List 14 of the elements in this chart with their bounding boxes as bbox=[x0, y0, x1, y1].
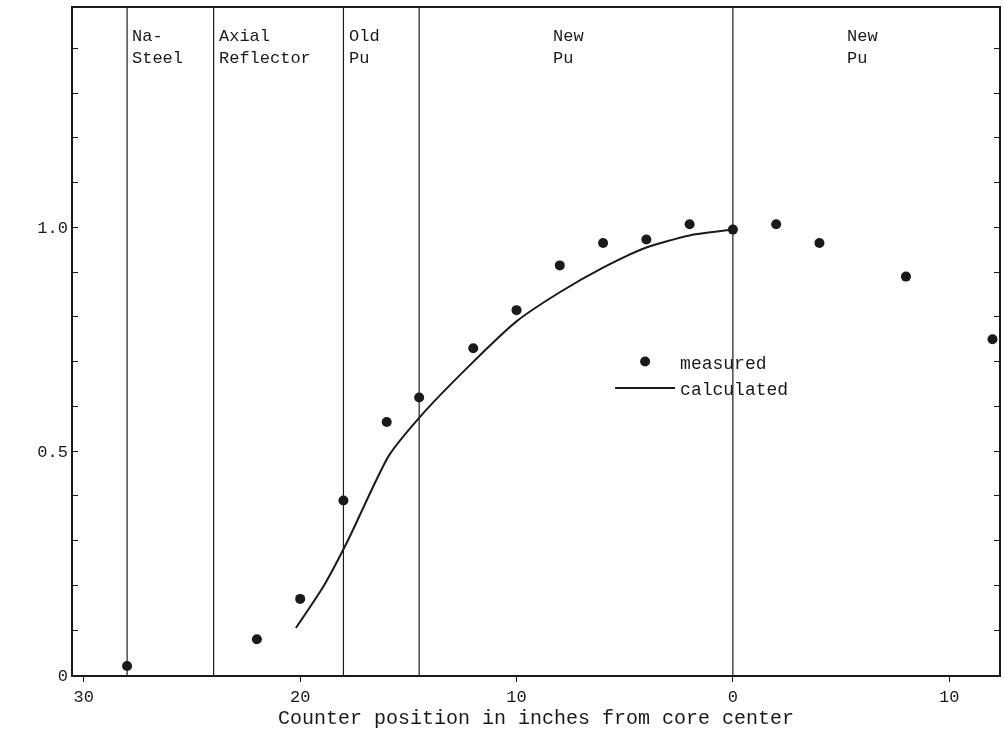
x-tick-label: 0 bbox=[727, 688, 738, 708]
annotation: Old Pu bbox=[349, 27, 380, 69]
x-tick-label: 10 bbox=[506, 688, 527, 708]
x-tick-label: 30 bbox=[73, 688, 95, 708]
y-tick-label: 1.0 bbox=[37, 219, 68, 239]
annotation: New Pu bbox=[553, 27, 585, 69]
x-axis-title: Counter position in inches from core center bbox=[277, 707, 795, 731]
y-tick-label: 0 bbox=[57, 666, 68, 686]
y-tick-label: 0.5 bbox=[37, 443, 68, 463]
annotation: Na- Steel bbox=[132, 27, 184, 69]
x-tick-label: 10 bbox=[939, 688, 960, 708]
annotation: Axial Reflector bbox=[219, 27, 311, 69]
x-tick-label: 20 bbox=[289, 688, 311, 708]
annotation: New Pu bbox=[847, 27, 879, 69]
